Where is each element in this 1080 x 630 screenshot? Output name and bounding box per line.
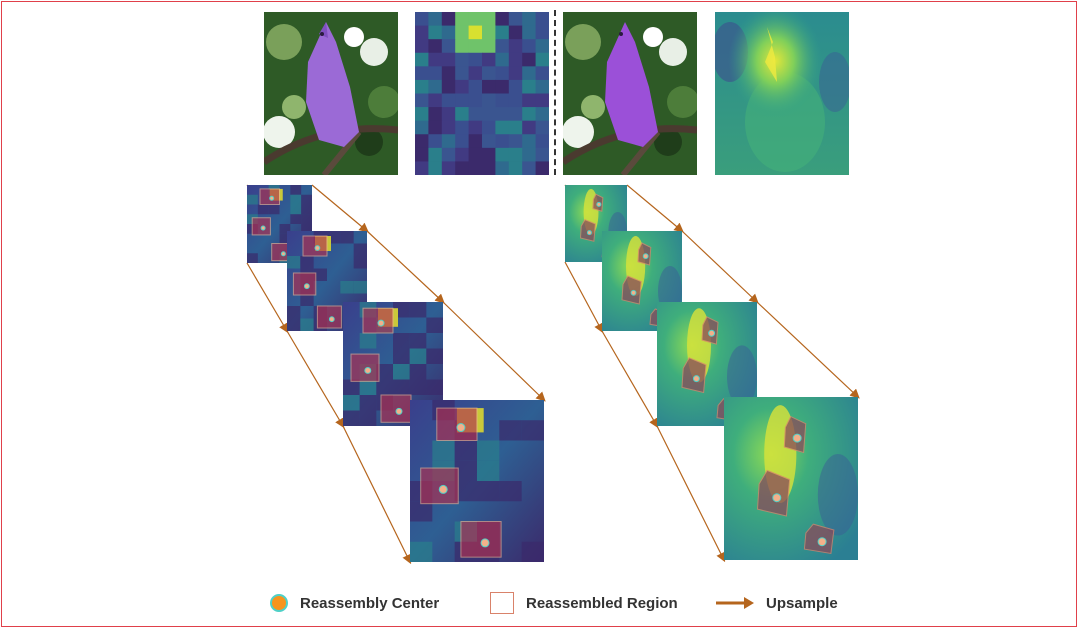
upsample-arrow-icon (716, 597, 754, 609)
heatmap-smooth (715, 12, 849, 175)
right-feature-map (724, 397, 859, 560)
legend-upsample-label: Upsample (766, 594, 838, 612)
right-reassembly-center (772, 493, 782, 503)
left-reassembly-center (364, 366, 372, 374)
right-upsample-arrow (626, 184, 684, 233)
heatmap-blocky (415, 12, 549, 175)
left-reassembly-center (395, 407, 403, 415)
left-reassembly-center (303, 283, 310, 290)
legend-center-label: Reassembly Center (300, 594, 440, 612)
reassembled-region-icon (490, 592, 514, 614)
left-reassembled-region (302, 235, 328, 257)
right-reassembly-center (642, 253, 649, 260)
left-upsample-arrow (342, 425, 412, 565)
right-reassembly-center (708, 329, 716, 337)
left-reassembly-center (280, 251, 286, 257)
right-reassembly-center (630, 289, 637, 296)
dashed-divider (554, 10, 556, 175)
left-reassembled-region (420, 467, 459, 505)
left-feature-map (343, 302, 443, 426)
left-upsample-arrow (311, 184, 369, 233)
left-upsample-arrow (442, 301, 546, 402)
legend-center: Reassembly Center (270, 588, 439, 618)
left-reassembly-center (456, 423, 466, 433)
bird-image-right (563, 12, 697, 175)
left-reassembled-region (350, 353, 380, 382)
left-reassembly-center (314, 245, 321, 251)
right-reassembled-region (756, 469, 791, 517)
left-reassembly-center (377, 319, 385, 327)
left-reassembled-region (292, 272, 317, 296)
left-upsample-arrow (286, 330, 345, 429)
right-reassembly-center (586, 230, 592, 236)
legend-region: Reassembled Region (490, 588, 678, 618)
right-reassembly-center (817, 537, 827, 547)
legend: Reassembly Center Reassembled Region Ups… (0, 588, 1080, 618)
legend-upsample: Upsample (716, 588, 838, 618)
legend-region-label: Reassembled Region (526, 594, 678, 612)
right-upsample-arrow (601, 330, 659, 429)
bird-image-left (264, 12, 398, 175)
left-reassembly-center (438, 484, 448, 494)
left-reassembled-region (380, 394, 412, 423)
left-reassembled-region (316, 305, 342, 329)
left-reassembly-center (260, 225, 266, 231)
right-reassembly-center (596, 201, 602, 207)
left-reassembled-region (460, 521, 502, 558)
right-upsample-arrow (656, 425, 726, 563)
right-reassembled-region (579, 219, 596, 242)
left-reassembly-center (328, 316, 335, 323)
right-reassembled-region (681, 357, 707, 394)
left-reassembled-region (436, 407, 478, 442)
left-reassembled-region (251, 217, 271, 236)
right-reassembled-region (621, 275, 642, 305)
upsample-pyramids (246, 184, 860, 565)
left-upsample-arrow (246, 262, 289, 334)
left-feature-map (410, 400, 544, 562)
right-upsample-arrow (756, 301, 860, 399)
right-upsample-arrow (564, 261, 604, 334)
left-upsample-arrow (366, 230, 445, 304)
reassembly-center-icon (270, 594, 288, 612)
right-upsample-arrow (681, 230, 759, 304)
left-feature-map (287, 231, 367, 331)
left-reassembly-center (480, 538, 490, 548)
right-reassembly-center (792, 433, 802, 443)
right-reassembly-center (692, 375, 700, 383)
left-reassembled-region (362, 307, 394, 334)
left-reassembly-center (269, 195, 275, 201)
